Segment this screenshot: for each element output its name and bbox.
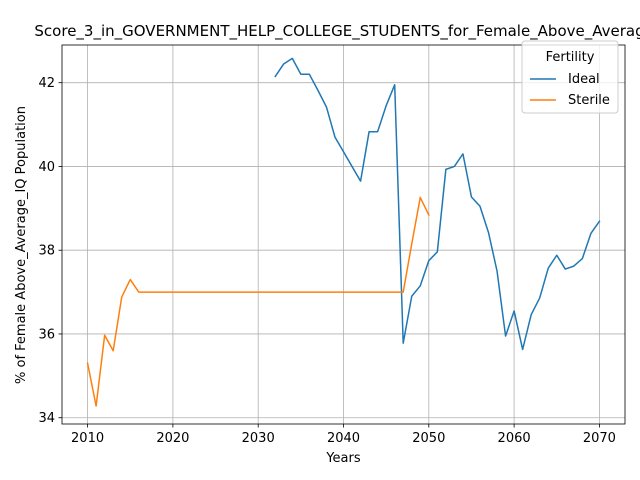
y-tick-label: 42 [38, 76, 55, 91]
legend-title: Fertility [546, 50, 595, 65]
y-axis-label: % of Female Above_Average_IQ Population [14, 106, 29, 384]
y-tick-label: 38 [38, 244, 55, 259]
y-tick-label: 34 [38, 411, 55, 426]
legend: Fertility Ideal Sterile [521, 40, 619, 114]
series-line-ideal [274, 57, 601, 351]
x-tick-label: 2060 [498, 431, 531, 446]
x-tick-label: 2010 [71, 431, 104, 446]
legend-entry-sterile: Sterile [568, 93, 610, 108]
legend-entry-ideal: Ideal [568, 72, 600, 87]
series-line-sterile [86, 196, 430, 407]
series-lines [86, 57, 601, 407]
y-tick-label: 40 [38, 160, 55, 175]
y-axis-ticks: 34 36 38 40 42 [38, 76, 62, 426]
legend-box [521, 40, 619, 114]
chart-title: Score_3_in_GOVERNMENT_HELP_COLLEGE_STUDE… [34, 22, 640, 41]
grid [62, 45, 625, 424]
x-tick-label: 2040 [327, 431, 360, 446]
x-tick-label: 2050 [412, 431, 445, 446]
y-tick-label: 36 [38, 327, 55, 342]
x-tick-label: 2070 [583, 431, 616, 446]
x-axis-ticks: 2010 2020 2030 2040 2050 2060 2070 [71, 424, 616, 446]
x-axis-label: Years [325, 451, 361, 466]
x-tick-label: 2020 [156, 431, 189, 446]
x-tick-label: 2030 [242, 431, 275, 446]
